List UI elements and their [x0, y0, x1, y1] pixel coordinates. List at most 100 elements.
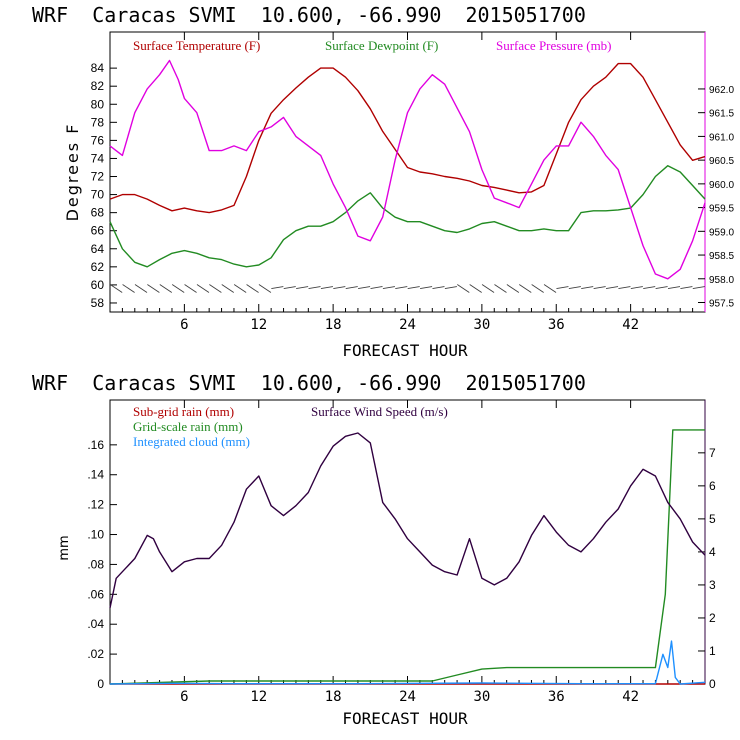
wind-barb: [395, 286, 408, 289]
y-tick-label: 0: [97, 677, 104, 691]
x-tick-label: 24: [399, 689, 416, 705]
wind-barb: [296, 286, 309, 289]
y2-tick-label: 957.5: [709, 299, 734, 310]
x-tick-label: 18: [325, 689, 342, 705]
y-tick-label: .04: [87, 617, 104, 631]
y-tick-label: 82: [91, 79, 105, 93]
wind-barb: [457, 284, 470, 293]
wind-barb: [605, 286, 619, 289]
wind-barb: [680, 286, 693, 289]
wind-barb: [382, 286, 395, 289]
wind-barb: [184, 284, 197, 293]
legend-integrated-cloud: Integrated cloud (mm): [133, 434, 250, 449]
x-tick-label: 30: [473, 689, 490, 705]
y-tick-label: 58: [91, 296, 105, 310]
x-tick-label: 36: [548, 689, 565, 705]
wind-barb: [358, 286, 371, 289]
panel-title: WRF Caracas SVMI 10.600, -66.990 2015051…: [32, 371, 586, 395]
y-tick-label: 66: [91, 224, 105, 238]
gridscale-rain-line: [109, 429, 705, 685]
panel-title: WRF Caracas SVMI 10.600, -66.990 2015051…: [32, 3, 586, 27]
x-tick-label: 24: [399, 317, 416, 333]
wind-barb: [618, 286, 631, 289]
y-axis-label: mm: [57, 535, 72, 560]
integrated-cloud-line: [109, 640, 706, 685]
wind-barb: [209, 284, 222, 293]
wind-barb: [494, 284, 507, 293]
wind-barb: [556, 286, 569, 289]
wind-barb: [655, 286, 668, 289]
y-tick-label: 72: [91, 170, 105, 184]
y-tick-label: 68: [91, 206, 105, 220]
x-tick-label: 30: [473, 317, 490, 333]
y-tick-label: .12: [87, 498, 104, 512]
wind-barb: [581, 286, 594, 289]
wind-barb: [481, 284, 495, 293]
wind-barb: [667, 286, 681, 289]
y-tick-label: 62: [91, 260, 105, 274]
y-tick-label: .06: [87, 587, 104, 601]
y2-tick-label: 962.0: [709, 85, 734, 96]
x-tick-label: 18: [325, 317, 342, 333]
y-tick-label: 78: [91, 115, 105, 129]
x-tick-label: 42: [622, 689, 639, 705]
y2-tick-label: 7: [709, 446, 716, 460]
y-tick-label: .08: [87, 557, 104, 571]
wind-barb: [221, 284, 235, 293]
x-axis-label: FORECAST HOUR: [342, 709, 468, 728]
x-tick-label: 42: [622, 317, 639, 333]
wind-barb: [345, 286, 358, 289]
y-tick-label: .16: [87, 438, 104, 452]
wind-barb: [692, 286, 705, 289]
y2-tick-label: 959.5: [709, 204, 734, 215]
wind-barb: [432, 286, 445, 289]
y-tick-label: .10: [87, 528, 104, 542]
wind-barb: [159, 284, 173, 293]
y2-tick-label: 0: [709, 677, 716, 691]
plot-area: 6 12 18 24 30 36 42 58 60 62 64 66 68 70 72 74 76 78 80 82 8…: [91, 31, 734, 333]
y-axis-label: Degrees F: [63, 123, 82, 222]
y-tick-label: 64: [91, 242, 105, 256]
wind-barb: [308, 286, 321, 289]
legend-pressure: Surface Pressure (mb): [496, 38, 612, 53]
x-tick-label: 6: [180, 317, 188, 333]
wind-barb: [109, 284, 123, 293]
y2-tick-label: 960.0: [709, 180, 734, 191]
y2-tick-label: 1: [709, 644, 716, 658]
x-axis-label: FORECAST HOUR: [342, 341, 468, 360]
wind-barb: [258, 284, 272, 293]
wind-barb: [420, 286, 433, 289]
wind-speed-line: [109, 432, 706, 609]
wind-barb: [630, 286, 643, 289]
legend-wind-speed: Surface Wind Speed (m/s): [311, 404, 448, 419]
precipitation-panel: WRF Caracas SVMI 10.600, -66.990 2015051…: [32, 371, 716, 728]
wind-barb: [171, 284, 185, 293]
y-tick-label: .14: [87, 468, 104, 482]
wind-barb: [134, 284, 148, 293]
x-tick-label: 36: [548, 317, 565, 333]
y2-tick-label: 3: [709, 578, 716, 592]
wind-barb: [283, 286, 296, 289]
plot-frame: [109, 31, 706, 313]
wind-barb: [196, 284, 210, 293]
wind-barb: [333, 286, 346, 289]
x-tick-label: 6: [180, 689, 188, 705]
legend-temperature: Surface Temperature (F): [133, 38, 260, 53]
wind-barb: [531, 284, 544, 293]
wind-barb: [147, 284, 160, 293]
wind-barb: [469, 284, 482, 293]
y-tick-label: .02: [87, 647, 104, 661]
y2-tick-label: 961.5: [709, 109, 734, 120]
y2-tick-label: 960.5: [709, 156, 734, 167]
y-tick-label: 60: [91, 278, 105, 292]
plot-area: 6 12 18 24 30 36 420.02.04.06.08.10.12.14.1601…: [87, 399, 716, 705]
wind-barb: [370, 286, 383, 289]
y2-tick-label: 959.0: [709, 227, 734, 238]
y2-tick-label: 4: [709, 545, 716, 559]
wind-barb: [568, 286, 581, 289]
wind-barb: [233, 284, 247, 293]
dewpoint-line: [109, 165, 706, 268]
wind-barb: [271, 286, 284, 289]
wind-barb: [246, 284, 259, 293]
